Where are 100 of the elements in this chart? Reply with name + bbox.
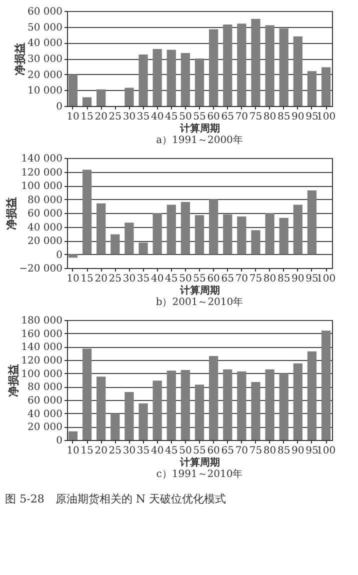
x-tick-label: 55 [193, 112, 206, 122]
x-tick-label: 25 [108, 112, 122, 122]
bar [110, 413, 120, 440]
y-tick-label: 20 000 [28, 236, 62, 247]
bar [265, 25, 274, 106]
bar [279, 373, 288, 440]
x-tick-label: 65 [221, 446, 234, 456]
y-tick-label: 180 000 [21, 316, 62, 326]
bar [265, 369, 274, 440]
x-tick-label: 50 [179, 274, 192, 284]
bar [194, 384, 204, 440]
bar [124, 222, 134, 254]
x-tick-label: 65 [221, 112, 234, 122]
y-tick-label: 40 000 [28, 222, 62, 234]
bar [138, 54, 148, 106]
bar [251, 230, 260, 254]
x-tick-label: 90 [292, 112, 304, 122]
text: c）1991～2010年 [156, 468, 243, 480]
y-tick-label: 50 000 [28, 22, 62, 34]
bar [237, 24, 246, 106]
y-tick-label: 10 000 [28, 86, 62, 97]
x-tick-label: 35 [136, 446, 150, 456]
y-tick-label: 0 [56, 102, 62, 112]
x-tick-label: 45 [165, 446, 178, 456]
x-tick-label: 60 [207, 274, 220, 284]
x-tick-label: 70 [235, 446, 248, 456]
x-tick-label: 40 [150, 446, 164, 456]
bar [180, 202, 190, 254]
bar [307, 71, 317, 106]
x-tick-label: 15 [80, 274, 94, 284]
bar [251, 382, 260, 440]
bar [138, 242, 148, 254]
y-tick-label: 100 000 [21, 368, 62, 380]
x-tick-label: 100 [316, 446, 336, 456]
x-tick-label: 85 [277, 446, 290, 456]
y-tick-label: 100 000 [21, 181, 62, 192]
x-tick-label: 75 [249, 112, 262, 122]
text: b）2001～2010年 [156, 296, 244, 308]
x-tick-label: 25 [108, 274, 122, 284]
bar [194, 215, 204, 254]
bar [237, 371, 246, 440]
y-tick-label: 40 000 [28, 408, 62, 420]
bar [321, 67, 331, 106]
x-tick-label: 25 [108, 446, 122, 456]
x-tick-label: 60 [207, 112, 220, 122]
x-tick-label: 95 [306, 112, 318, 122]
x-tick-label: 85 [277, 274, 290, 284]
x-tick-label: 60 [207, 446, 220, 456]
bar [293, 36, 302, 106]
y-tick-label: 20 000 [28, 422, 62, 434]
x-tick-label: 20 [94, 274, 108, 284]
text: a）1991～2000年 [156, 134, 243, 146]
bar [96, 89, 106, 106]
x-tick-label: 35 [136, 112, 150, 122]
bar [96, 203, 106, 254]
bar [180, 370, 190, 440]
bar [152, 380, 162, 440]
x-tick-label: 55 [193, 446, 206, 456]
bar [251, 18, 260, 106]
y-tick-label: 60 000 [28, 396, 62, 406]
x-tick-label: 80 [263, 274, 276, 284]
bar [96, 376, 106, 440]
y-tick-label: 60 000 [28, 6, 62, 18]
y-tick-label: 0 [56, 436, 62, 446]
bar [194, 58, 204, 106]
bar [279, 28, 288, 106]
x-tick-label: 100 [316, 274, 336, 284]
bar [208, 356, 218, 440]
bar [152, 213, 162, 254]
x-tick-label: 100 [316, 112, 336, 122]
x-tick-label: 55 [193, 274, 206, 284]
bar [321, 330, 331, 440]
y-tick-label: 60 000 [28, 208, 62, 220]
x-tick-label: 30 [122, 446, 136, 456]
bar [307, 190, 317, 254]
y-tick-label: 40 000 [28, 38, 62, 50]
x-tick-label: 70 [235, 112, 248, 122]
x-tick-label: 40 [150, 112, 164, 122]
x-tick-label: 35 [136, 274, 150, 284]
bar [293, 363, 302, 440]
x-tick-label: 80 [263, 446, 276, 456]
bar [237, 216, 246, 254]
x-tick-label: 40 [150, 274, 164, 284]
y-tick-label: 140 000 [21, 154, 62, 164]
bar [110, 234, 120, 254]
y-tick-label: 120 000 [21, 167, 62, 178]
bar [307, 351, 317, 440]
y-tick-label: 120 000 [21, 356, 62, 366]
bar [279, 218, 288, 254]
bar [68, 74, 78, 106]
x-tick-label: 65 [221, 274, 234, 284]
bar [208, 199, 218, 254]
x-tick-label: 15 [80, 446, 94, 456]
x-tick-label: 45 [165, 112, 178, 122]
bar [166, 50, 176, 106]
bar [223, 214, 232, 254]
bar [223, 369, 232, 440]
bar [180, 52, 190, 106]
bar [82, 97, 92, 106]
bar [166, 370, 176, 440]
